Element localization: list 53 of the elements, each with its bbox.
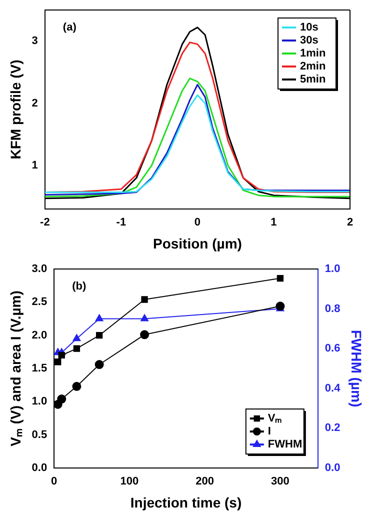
x-axis-title: Position (µm) xyxy=(152,235,242,252)
x-tick-label: -1 xyxy=(116,216,126,229)
point xyxy=(94,360,104,370)
legend-label: 2min xyxy=(300,60,326,73)
legend-label: 10s xyxy=(300,22,318,34)
x-tick-label: 2 xyxy=(346,216,354,229)
point xyxy=(140,314,149,322)
y-axis-title: KFM profile (V) xyxy=(7,60,24,160)
y-tick-label: 3.0 xyxy=(32,263,48,276)
legend-label: 1min xyxy=(300,48,326,60)
y2-tick-label: 0.0 xyxy=(324,462,340,474)
point xyxy=(95,314,104,322)
x-tick-label: 1 xyxy=(270,216,277,229)
y2-axis-title: FWHM (µm) xyxy=(348,330,365,408)
legend-label: 30s xyxy=(300,34,318,47)
y2-tick-label: 1.0 xyxy=(324,263,340,276)
y-tick-label: 1 xyxy=(32,160,38,172)
y-tick-label: 2.0 xyxy=(32,329,48,342)
y-tick-label: 0.5 xyxy=(32,428,48,441)
x-tick-label: 0 xyxy=(194,216,201,229)
legend-label: I xyxy=(268,426,271,438)
x-tick-label: 100 xyxy=(120,476,139,488)
y-axis-title: Vₘ (V) and area I (V.µm) xyxy=(7,290,24,446)
y2-tick-label: 0.4 xyxy=(324,382,342,394)
y-tick-label: 2 xyxy=(32,97,38,110)
point xyxy=(141,296,148,303)
point xyxy=(140,330,150,340)
legend-label: 5min xyxy=(300,74,326,86)
y-tick-label: 3 xyxy=(32,35,38,48)
y2-tick-label: 0.8 xyxy=(324,302,340,315)
point xyxy=(57,394,66,404)
x-tick-label: 200 xyxy=(196,476,214,488)
x-tick-label: -2 xyxy=(40,216,50,229)
point xyxy=(96,332,103,339)
legend-label: FWHM xyxy=(268,438,302,451)
y2-tick-label: 0.2 xyxy=(324,422,340,434)
y2-tick-label: 0.6 xyxy=(324,342,340,355)
y-tick-label: 2.5 xyxy=(32,296,48,308)
point xyxy=(72,382,82,391)
annotation: (b) xyxy=(72,280,86,293)
legend-label: Vₘ xyxy=(268,412,282,425)
point xyxy=(73,345,80,352)
y-tick-label: 1.5 xyxy=(32,362,48,375)
point xyxy=(276,274,284,282)
annotation: (a) xyxy=(62,22,77,34)
point xyxy=(54,358,62,366)
x-tick-label: 0 xyxy=(51,476,58,488)
y-tick-label: 0.0 xyxy=(32,462,48,474)
x-axis-title: Injection time (s) xyxy=(130,494,242,510)
y-tick-label: 1.0 xyxy=(32,396,48,408)
x-tick-label: 300 xyxy=(271,476,290,488)
point xyxy=(58,352,65,359)
point xyxy=(72,334,81,342)
